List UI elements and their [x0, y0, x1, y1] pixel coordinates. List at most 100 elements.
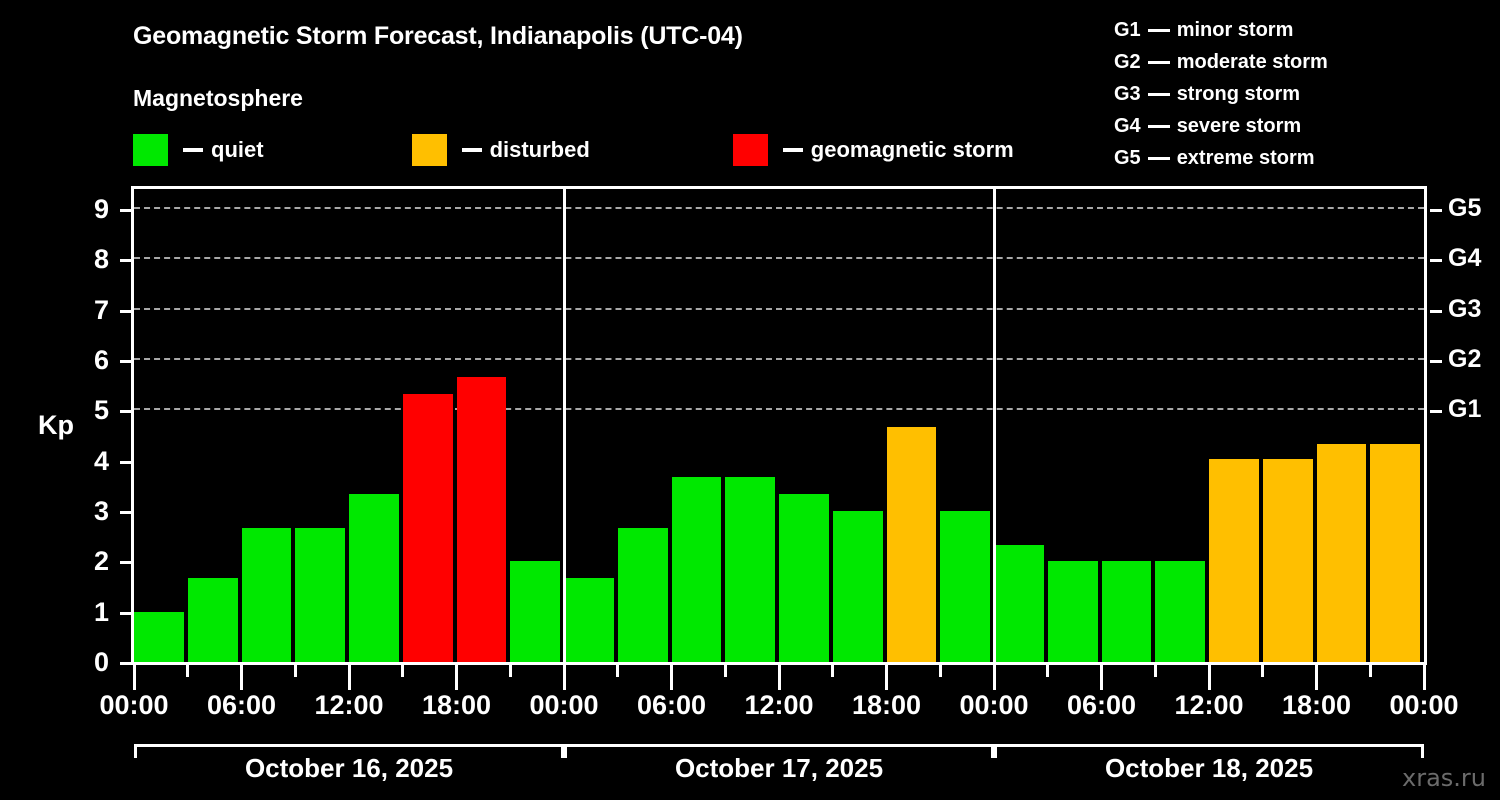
bar-quiet [1047, 561, 1098, 662]
g-key-text-g4: severe storm [1176, 114, 1302, 137]
y-tick-label-7: 7 [93, 294, 109, 325]
bar-quiet [940, 511, 990, 662]
x-tick-label: 18:00 [421, 690, 492, 720]
y-tick-label-5: 5 [93, 395, 109, 426]
plot-inner [134, 189, 1424, 662]
g-tick-mark-g5 [1430, 209, 1442, 213]
y-tick-mark-3 [120, 511, 131, 515]
y-tick-label-3: 3 [93, 496, 109, 527]
g-tick-label-g2: G2 [1448, 345, 1482, 374]
g-key-code-g3: G3 [1114, 82, 1141, 105]
bar-disturbed [1316, 444, 1367, 662]
day-label: October 18, 2025 [1104, 753, 1314, 783]
bar-quiet [832, 511, 883, 662]
x-tick-major [777, 665, 781, 690]
x-tick-minor [508, 665, 512, 677]
gridline-kp-9 [134, 207, 1424, 210]
x-tick-major [1422, 665, 1426, 690]
x-tick-major [1207, 665, 1211, 690]
x-tick-label: 00:00 [959, 690, 1029, 720]
g-key-dash [1147, 28, 1170, 32]
day-label: October 16, 2025 [244, 753, 454, 783]
g-key-code-g4: G4 [1114, 114, 1141, 137]
day-divider [992, 189, 996, 662]
bar-disturbed [1370, 444, 1420, 662]
legend-dash-storm [782, 148, 803, 152]
y-axis-title: Kp [38, 410, 74, 440]
x-tick-label: 06:00 [636, 690, 707, 720]
x-tick-minor [831, 665, 835, 677]
x-tick-major [347, 665, 351, 690]
x-tick-minor [1261, 665, 1265, 677]
x-tick-major [1100, 665, 1103, 690]
legend-dash-disturbed [461, 148, 482, 152]
y-tick-label-8: 8 [93, 244, 109, 275]
g-key-code-g5: G5 [1114, 146, 1141, 169]
x-tick-minor [186, 665, 190, 677]
g-tick-label-g4: G4 [1448, 244, 1482, 273]
x-tick-label: 18:00 [1281, 690, 1352, 720]
legend-entry-quiet: quiet [133, 133, 264, 167]
day-label: October 17, 2025 [674, 753, 884, 783]
bar-quiet [617, 527, 668, 662]
g-tick-label-g5: G5 [1448, 194, 1482, 223]
legend-label-quiet: quiet [211, 137, 264, 162]
gridline-kp-8 [134, 257, 1424, 260]
legend-label-disturbed: disturbed [489, 137, 590, 162]
x-tick-label: 18:00 [851, 690, 922, 720]
x-tick-label: 06:00 [1066, 690, 1137, 720]
watermark: xras.ru [1402, 764, 1486, 792]
legend-dash-quiet [183, 148, 203, 152]
x-tick-minor [1368, 665, 1372, 677]
bar-quiet [779, 494, 829, 662]
legend-entry-disturbed: disturbed [411, 133, 590, 167]
y-tick-mark-6 [120, 360, 131, 364]
x-tick-label: 06:00 [206, 690, 277, 720]
g-key-code-g1: G1 [1114, 18, 1141, 41]
y-tick-mark-7 [120, 309, 131, 313]
x-tick-label: 12:00 [1174, 690, 1244, 720]
y-tick-mark-2 [120, 561, 131, 565]
legend-swatch-quiet [133, 134, 168, 166]
bar-storm [456, 376, 507, 662]
gridline-kp-6 [134, 358, 1424, 361]
bar-quiet [134, 611, 184, 662]
g-key-row-g4: G4 severe storm [1114, 110, 1474, 142]
day-bracket [564, 744, 994, 758]
bar-quiet [241, 527, 292, 662]
bar-disturbed [1262, 459, 1313, 662]
bar-quiet [564, 577, 614, 662]
y-tick-label-2: 2 [93, 546, 109, 577]
x-tick-minor [1046, 665, 1050, 677]
y-tick-mark-4 [120, 460, 131, 464]
legend-entry-storm: geomagnetic storm [732, 133, 1014, 167]
x-tick-major [992, 665, 996, 690]
g-tick-label-g3: G3 [1448, 294, 1482, 323]
day-divider [562, 189, 566, 662]
g-tick-mark-g3 [1430, 309, 1442, 313]
x-tick-minor [723, 665, 727, 677]
plot-area [131, 186, 1427, 665]
g-key-row-g5: G5 extreme storm [1114, 142, 1474, 174]
x-tick-minor [1153, 665, 1157, 677]
x-tick-label: 12:00 [314, 690, 384, 720]
page-title: Geomagnetic Storm Forecast, Indianapolis… [133, 22, 743, 50]
bar-quiet [349, 494, 399, 662]
bar-quiet [295, 527, 345, 662]
gridline-kp-5 [134, 408, 1424, 411]
y-tick-mark-0 [120, 662, 131, 665]
g-key-dash [1147, 156, 1170, 160]
legend-swatch-disturbed [411, 134, 447, 166]
bar-quiet [671, 477, 722, 662]
g-key-dash [1147, 124, 1170, 128]
y-tick-mark-1 [120, 611, 131, 615]
g-tick-label-g1: G1 [1448, 395, 1482, 424]
bar-quiet [1155, 561, 1205, 662]
x-tick-minor [293, 665, 297, 677]
g-key-text-g1: minor storm [1176, 18, 1294, 41]
bar-series [134, 189, 1424, 662]
legend-label-storm: geomagnetic storm [810, 137, 1014, 162]
g-key-row-g1: G1 minor storm [1114, 14, 1474, 46]
g-key-text-g3: strong storm [1176, 82, 1301, 105]
g-scale-key: G1 minor storm G2 moderate storm G3 strong st… [1114, 14, 1474, 174]
